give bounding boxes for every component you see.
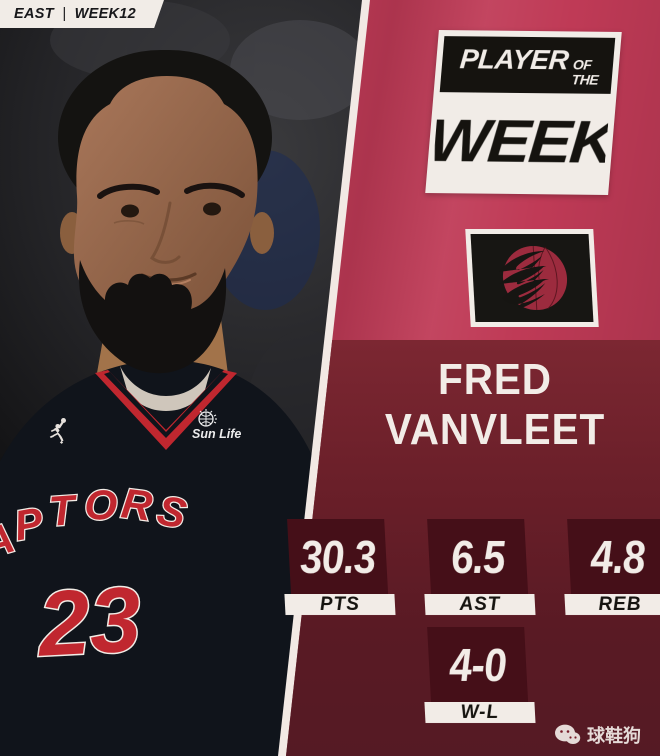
svg-text:23: 23 <box>34 568 144 675</box>
svg-text:R: R <box>119 479 155 529</box>
svg-text:Sun Life: Sun Life <box>192 427 241 441</box>
svg-text:O: O <box>84 481 118 529</box>
